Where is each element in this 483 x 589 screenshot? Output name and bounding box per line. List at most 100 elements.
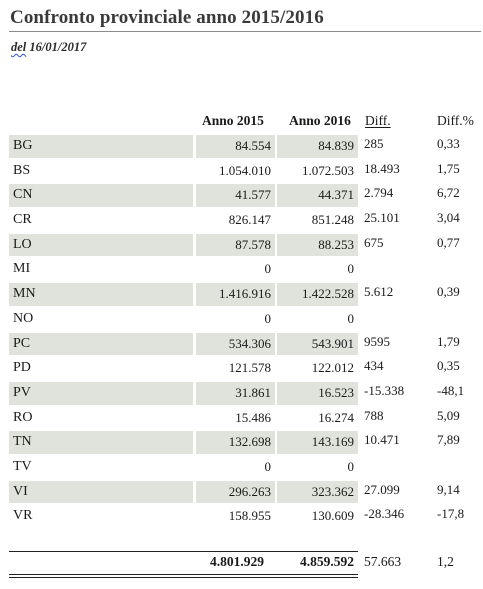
province-code: LO <box>9 233 193 257</box>
value-diff-pct <box>437 456 481 479</box>
value-diff <box>364 456 428 479</box>
value-diff: 9595 <box>364 333 390 349</box>
table-row: BG 84.554 84.839 285 0,33 <box>0 134 483 159</box>
province-code: CR <box>13 212 32 228</box>
table-row: CN 41.577 44.371 2.794 6,72 <box>0 183 483 208</box>
value-2016: 84.839 <box>277 135 358 158</box>
value-diff: 27.099 <box>364 481 400 497</box>
value-2015: 121.578 <box>228 360 271 376</box>
value-2016: 16.274 <box>318 409 354 425</box>
page-title: Confronto provinciale anno 2015/2016 <box>10 7 324 28</box>
value-2015: 158.955 <box>228 508 271 524</box>
value-2015: 0 <box>264 310 272 326</box>
value-2015: 534.306 <box>196 332 275 356</box>
value-2016: 323.362 <box>277 480 358 504</box>
value-diff <box>364 308 428 331</box>
value-2016: 1.072.503 <box>302 162 354 178</box>
value-diff-pct: 3,04 <box>437 210 460 226</box>
value-diff: 434 <box>364 358 384 374</box>
table-row: MN 1.416.916 1.422.528 5.612 0,39 <box>0 282 483 307</box>
value-2016: 0 <box>347 458 355 474</box>
value-diff: 5.612 <box>364 284 394 300</box>
value-2015: 1.416.916 <box>196 283 275 306</box>
header-diff: Diff. <box>365 113 391 128</box>
total-2016: 4.859.592 <box>300 554 354 569</box>
value-diff-pct: 0,77 <box>437 234 460 250</box>
table-header: Anno 2015 Anno 2016 Diff. Diff.% <box>0 113 483 131</box>
value-2015: 132.698 <box>196 431 275 454</box>
value-2015: 15.486 <box>235 409 271 425</box>
value-diff-pct <box>437 258 481 281</box>
province-code: BG <box>9 135 193 158</box>
value-2016: 88.253 <box>277 233 358 257</box>
total-top-rule <box>9 551 358 552</box>
value-diff: 18.493 <box>364 160 400 176</box>
value-diff: -15.338 <box>364 382 405 398</box>
total-bottom-rule <box>9 574 358 575</box>
value-diff-pct: 7,89 <box>437 432 460 448</box>
value-diff-pct: 9,14 <box>437 481 460 497</box>
value-diff-pct: 1,79 <box>437 333 460 349</box>
province-code: TV <box>13 458 32 474</box>
value-2015: 87.578 <box>196 233 275 257</box>
totals-row: 4.801.929 4.859.592 57.663 1,2 <box>0 554 483 572</box>
value-diff-pct: 1,75 <box>437 160 460 176</box>
date-value: 16/01/2017 <box>29 40 87 54</box>
value-diff-pct: 5,09 <box>437 407 460 423</box>
title-divider <box>9 31 481 32</box>
province-table: BG 84.554 84.839 285 0,33 BS 1.054.010 1… <box>0 134 483 529</box>
table-row: LO 87.578 88.253 675 0,77 <box>0 233 483 258</box>
total-diff: 57.663 <box>364 554 402 569</box>
value-2015: 0 <box>264 458 272 474</box>
value-diff-pct: 0,39 <box>437 284 460 300</box>
value-2015: 84.554 <box>196 135 275 158</box>
table-row: BS 1.054.010 1.072.503 18.493 1,75 <box>0 159 483 184</box>
value-diff <box>364 258 428 281</box>
value-diff-pct: 0,33 <box>437 136 460 151</box>
province-code: CN <box>9 184 193 208</box>
value-diff-pct: 6,72 <box>437 185 460 201</box>
value-2016: 543.901 <box>277 332 358 356</box>
value-2016: 130.609 <box>311 508 354 524</box>
value-2016: 0 <box>347 310 355 326</box>
value-2015: 826.147 <box>228 212 271 228</box>
value-diff: 285 <box>364 136 384 151</box>
header-diff-pct: Diff.% <box>437 113 474 128</box>
value-diff: -28.346 <box>364 506 405 522</box>
table-row: PC 534.306 543.901 9595 1,79 <box>0 332 483 357</box>
value-diff: 675 <box>364 234 384 250</box>
value-diff: 10.471 <box>364 432 400 448</box>
total-diff-pct: 1,2 <box>437 554 454 569</box>
value-2015: 31.861 <box>196 381 275 405</box>
province-code: PV <box>9 381 193 405</box>
province-code: NO <box>13 310 34 326</box>
province-code: MN <box>9 283 193 306</box>
table-row: NO 0 0 <box>0 307 483 332</box>
report-date: del 16/01/2017 <box>11 40 86 55</box>
province-code: VR <box>13 508 33 524</box>
value-2015: 296.263 <box>196 480 275 504</box>
province-code: RO <box>13 409 33 425</box>
province-code: PC <box>9 332 193 356</box>
value-2016: 0 <box>347 261 355 277</box>
table-row: TN 132.698 143.169 10.471 7,89 <box>0 430 483 455</box>
total-bottom-rule-double <box>9 577 358 578</box>
header-anno-2016: Anno 2016 <box>289 113 351 128</box>
value-2015: 41.577 <box>196 184 275 208</box>
province-code: BS <box>13 162 31 178</box>
province-code: VI <box>9 480 193 504</box>
table-row: TV 0 0 <box>0 455 483 480</box>
province-code: TN <box>9 431 193 454</box>
table-row: VI 296.263 323.362 27.099 9,14 <box>0 480 483 505</box>
value-diff-pct: 0,35 <box>437 358 460 374</box>
value-2016: 44.371 <box>277 184 358 208</box>
total-2015: 4.801.929 <box>210 554 264 569</box>
table-row: PV 31.861 16.523 -15.338 -48,1 <box>0 381 483 406</box>
value-diff-pct: -48,1 <box>437 382 465 398</box>
value-2016: 1.422.528 <box>277 283 358 306</box>
value-2016: 122.012 <box>311 360 354 376</box>
value-diff: 25.101 <box>364 210 400 226</box>
header-anno-2015: Anno 2015 <box>202 113 264 128</box>
value-diff-pct <box>437 308 481 331</box>
value-2016: 143.169 <box>277 431 358 454</box>
